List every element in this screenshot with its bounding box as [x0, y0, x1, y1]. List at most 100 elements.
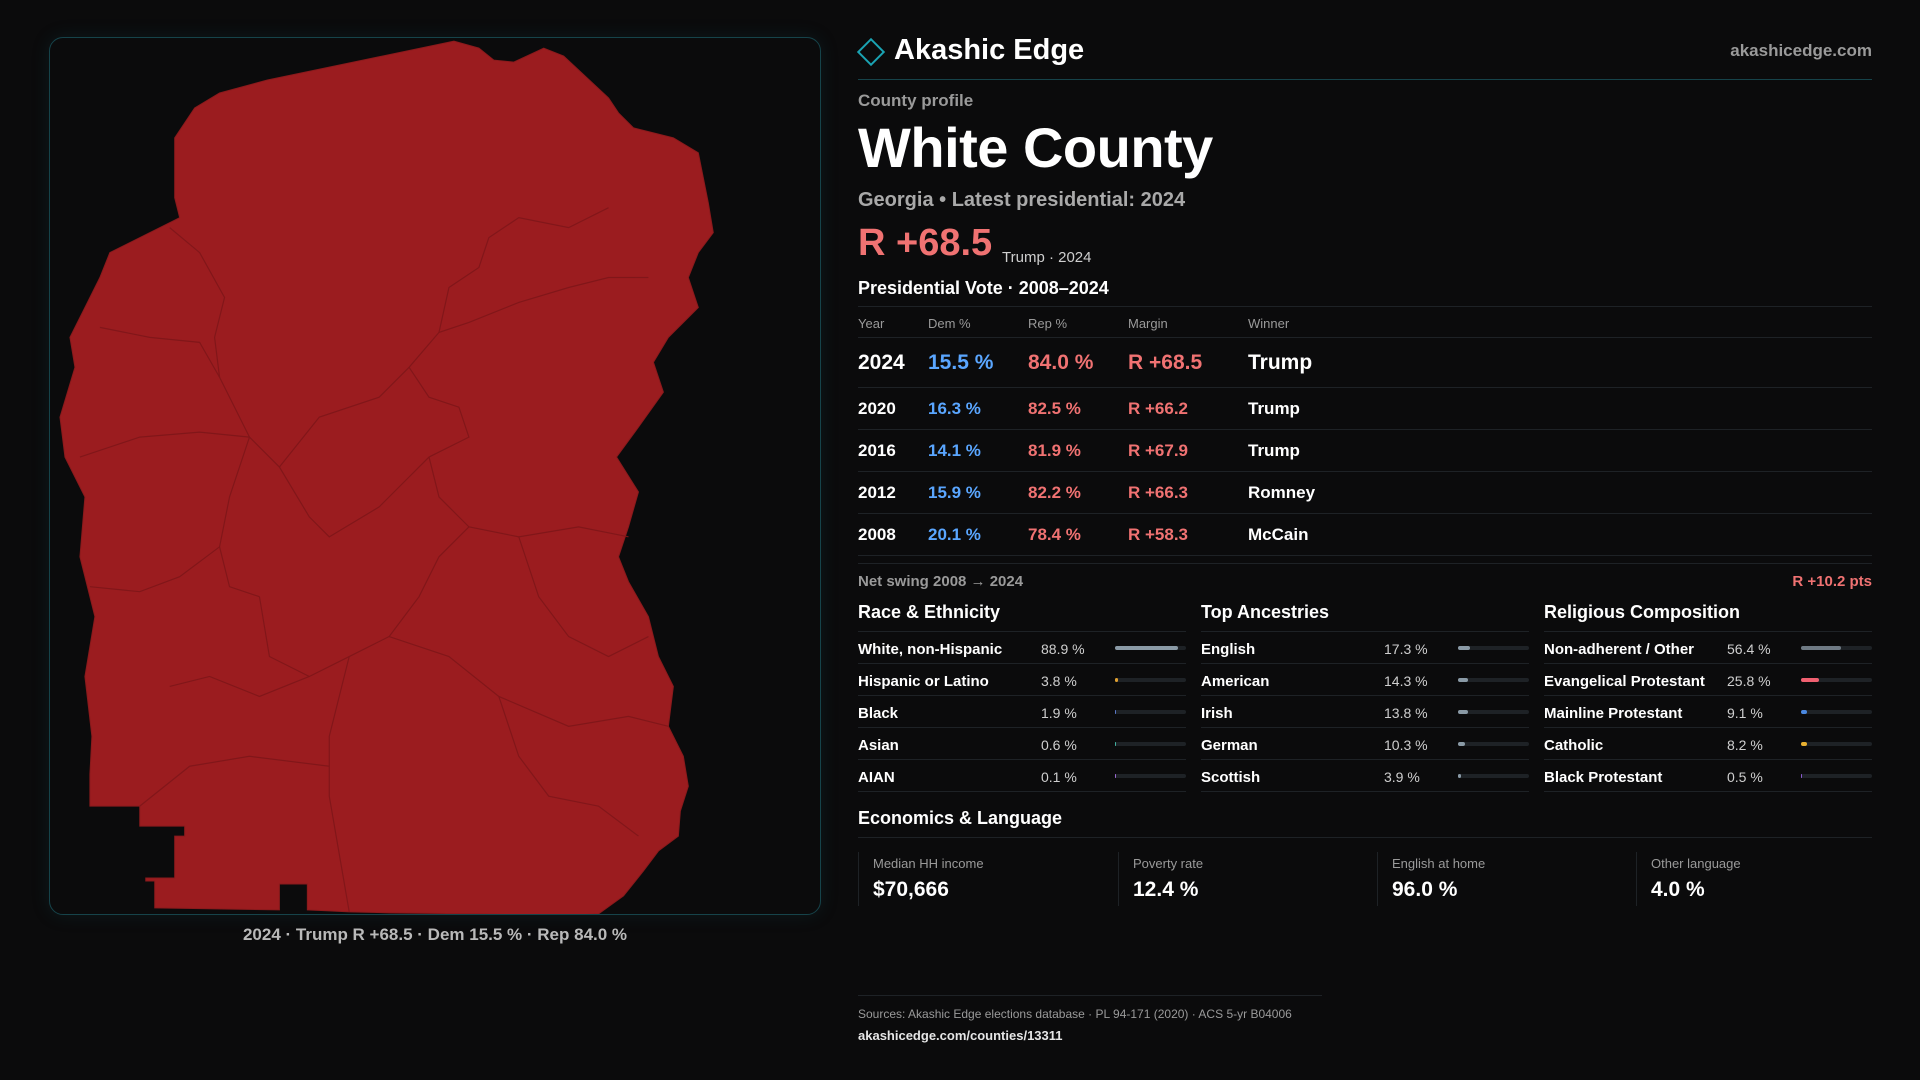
header-winner: Winner [1248, 316, 1290, 331]
item-bar-fill [1115, 774, 1116, 778]
county-map[interactable] [49, 37, 821, 915]
item-bar [1801, 710, 1872, 714]
item-bar [1115, 774, 1186, 778]
item-bar [1458, 646, 1529, 650]
item-pct: 3.9 % [1384, 769, 1420, 785]
row-margin: R +68.5 [1128, 351, 1203, 374]
table-row: 2008 20.1 % 78.4 % R +58.3 McCain [858, 514, 1872, 556]
item-name: Asian [858, 737, 899, 754]
row-dem: 20.1 % [928, 525, 981, 544]
item-bar-fill [1115, 646, 1179, 650]
item-name: Evangelical Protestant [1544, 673, 1705, 690]
header-margin: Margin [1128, 316, 1168, 331]
profile-subtitle: Georgia • Latest presidential: 2024 [858, 189, 1186, 211]
header-rep: Rep % [1028, 316, 1068, 331]
footer-link[interactable]: akashicedge.com/counties/13311 [858, 1028, 1063, 1043]
list-item: Non-adherent / Other 56.4 % [1544, 632, 1872, 664]
item-bar-fill [1115, 678, 1118, 682]
row-year: 2008 [858, 525, 896, 544]
item-pct: 14.3 % [1384, 673, 1428, 689]
county-profile-panel: Akashic Edge akashicedge.com County prof… [856, 0, 1872, 1080]
item-bar-fill [1801, 710, 1808, 714]
net-swing-label: Net swing 2008 → 2024 [858, 573, 1024, 590]
headline-margin-note: Trump · 2024 [1002, 249, 1092, 266]
list-item: Evangelical Protestant 25.8 % [1544, 664, 1872, 696]
header-year: Year [858, 316, 885, 331]
item-pct: 1.9 % [1041, 705, 1077, 721]
vote-table-title: Presidential Vote · 2008–2024 [858, 278, 1109, 298]
table-row: 2020 16.3 % 82.5 % R +66.2 Trump [858, 388, 1872, 430]
row-rep: 82.5 % [1028, 399, 1081, 418]
list-item: Irish 13.8 % [1201, 696, 1529, 728]
map-caption: 2024 · Trump R +68.5 · Dem 15.5 % · Rep … [242, 925, 628, 944]
item-name: American [1201, 673, 1270, 690]
headline-margin: R +68.5 [858, 222, 993, 264]
item-pct: 88.9 % [1041, 641, 1085, 657]
item-bar [1458, 710, 1529, 714]
list-item: Catholic 8.2 % [1544, 728, 1872, 760]
item-bar [1115, 710, 1186, 714]
brand-name: Akashic Edge [894, 34, 1085, 66]
item-bar [1115, 646, 1186, 650]
list-item: Black Protestant 0.5 % [1544, 760, 1872, 792]
item-bar-fill [1458, 774, 1461, 778]
ancestries-section: Top Ancestries English 17.3 % American 1… [1201, 602, 1529, 792]
stat-label: Other language [1651, 856, 1741, 871]
list-item: German 10.3 % [1201, 728, 1529, 760]
item-bar [1801, 646, 1872, 650]
item-pct: 9.1 % [1727, 705, 1763, 721]
item-pct: 0.6 % [1041, 737, 1077, 753]
item-pct: 25.8 % [1727, 673, 1771, 689]
stat-value: 96.0 % [1392, 878, 1458, 901]
list-item: American 14.3 % [1201, 664, 1529, 696]
list-item: Black 1.9 % [858, 696, 1186, 728]
race-ethnicity-title: Race & Ethnicity [858, 602, 1186, 632]
item-pct: 17.3 % [1384, 641, 1428, 657]
item-bar-fill [1458, 678, 1469, 682]
footer-sources: Sources: Akashic Edge elections database… [858, 1007, 1292, 1021]
stat-english-at-home: English at home 96.0 % [1377, 852, 1617, 906]
item-bar-fill [1458, 742, 1466, 746]
row-year: 2012 [858, 483, 896, 502]
table-row: 2016 14.1 % 81.9 % R +67.9 Trump [858, 430, 1872, 472]
item-bar [1801, 774, 1872, 778]
stat-median-income: Median HH income $70,666 [858, 852, 1098, 906]
item-bar [1115, 678, 1186, 682]
economics-stats: Median HH income $70,666 Poverty rate 12… [858, 852, 1872, 906]
brand-url-link[interactable]: akashicedge.com [1730, 41, 1872, 60]
diamond-logo-icon [856, 37, 886, 67]
item-name: Scottish [1201, 769, 1261, 786]
row-rep: 81.9 % [1028, 441, 1081, 460]
row-margin: R +66.2 [1128, 399, 1189, 418]
precinct-lines [79, 207, 669, 912]
item-name: Hispanic or Latino [858, 673, 989, 690]
item-bar-fill [1801, 646, 1842, 650]
item-pct: 0.1 % [1041, 769, 1077, 785]
row-rep: 78.4 % [1028, 525, 1081, 544]
religion-title: Religious Composition [1544, 602, 1872, 632]
row-winner: Trump [1248, 441, 1300, 460]
item-pct: 8.2 % [1727, 737, 1763, 753]
row-margin: R +58.3 [1128, 525, 1189, 544]
item-name: Catholic [1544, 737, 1604, 754]
ancestries-title: Top Ancestries [1201, 602, 1529, 632]
footer: Sources: Akashic Edge elections database… [858, 995, 1322, 1043]
row-dem: 15.5 % [928, 351, 994, 374]
row-winner: Romney [1248, 483, 1316, 502]
row-winner: Trump [1248, 351, 1313, 374]
item-bar-fill [1115, 742, 1116, 746]
religion-section: Religious Composition Non-adherent / Oth… [1544, 602, 1872, 792]
item-name: AIAN [858, 769, 895, 786]
item-name: German [1201, 737, 1258, 754]
item-pct: 10.3 % [1384, 737, 1428, 753]
row-margin: R +67.9 [1128, 441, 1189, 460]
list-item: Scottish 3.9 % [1201, 760, 1529, 792]
county-map-svg [59, 40, 714, 914]
vote-table-header: Year Dem % Rep % Margin Winner [858, 306, 1872, 338]
item-bar [1458, 742, 1529, 746]
county-shape[interactable] [59, 40, 714, 914]
profile-kicker: County profile [858, 91, 974, 110]
stat-poverty-rate: Poverty rate 12.4 % [1118, 852, 1358, 906]
economics-title: Economics & Language [858, 808, 1872, 838]
list-item: AIAN 0.1 % [858, 760, 1186, 792]
